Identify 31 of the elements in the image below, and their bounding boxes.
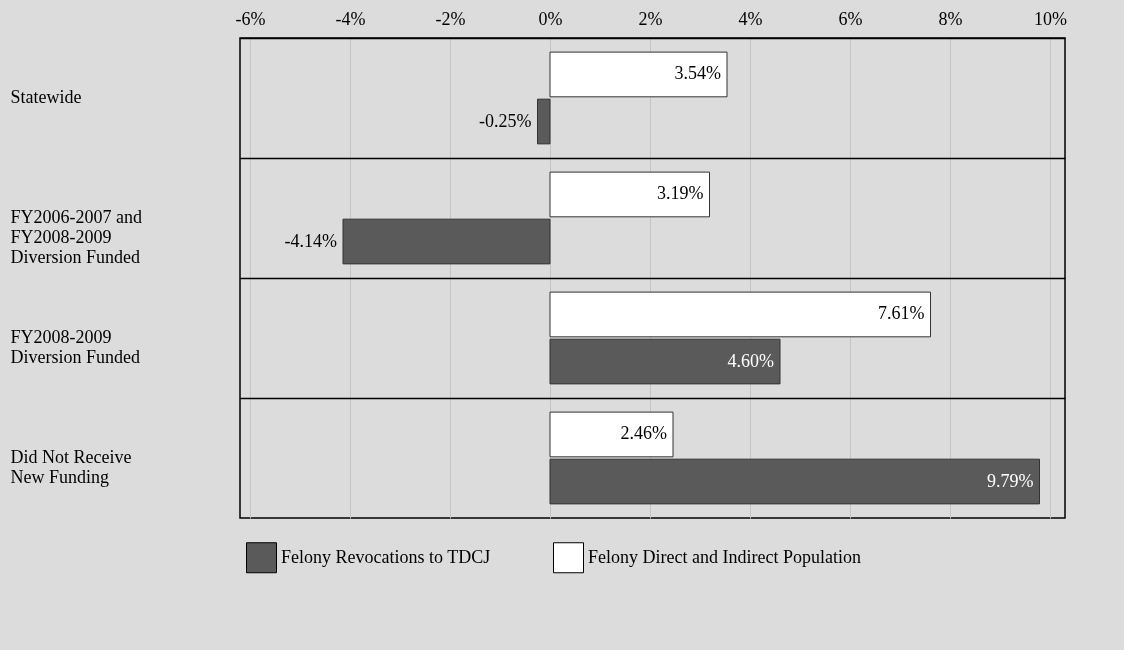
data-label: 2.46% [620,423,667,444]
bar [549,458,1040,505]
x-tick-label: 4% [738,8,763,29]
y-tick-label: Statewide [10,87,82,107]
x-tick-label: 8% [938,8,963,29]
bar [342,218,551,265]
x-tick-label: -4% [335,8,366,29]
y-tick-label: FY2008-2009 Diversion Funded [10,327,140,367]
data-label: 3.19% [657,183,704,204]
x-tick-label: 0% [538,8,563,29]
bar [549,51,728,98]
x-tick-label: 10% [1034,8,1067,29]
y-tick-label: FY2006-2007 and FY2008-2009 Diversion Funded [10,207,142,267]
legend-label: Felony Revocations to TDCJ [281,546,491,567]
x-tick-label: 6% [838,8,863,29]
bar [549,411,674,458]
data-label: -0.25% [479,110,532,131]
bar [549,338,781,385]
x-tick-label: 2% [638,8,663,29]
data-label: 4.60% [727,350,774,371]
data-label: 7.61% [878,303,925,324]
x-tick-label: -6% [235,8,266,29]
bar [549,171,710,218]
bar [549,291,931,338]
data-label: 9.79% [987,470,1034,491]
legend-label: Felony Direct and Indirect Population [588,546,861,567]
bar [537,98,551,145]
data-label: -4.14% [284,230,337,251]
y-tick-label: Did Not Receive New Funding [10,447,132,487]
x-tick-label: -2% [435,8,466,29]
data-label: 3.54% [674,63,721,84]
